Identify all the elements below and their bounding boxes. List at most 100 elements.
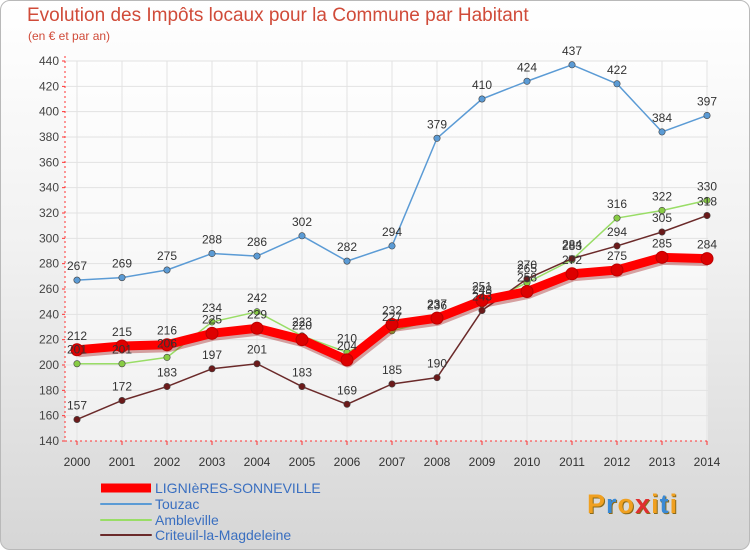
x-tick-label: 2011: [559, 455, 585, 469]
data-label: 201: [67, 343, 87, 357]
data-point: [703, 111, 711, 119]
data-label: 384: [652, 111, 672, 125]
y-tick-label: 280: [39, 257, 59, 271]
data-label: 232: [382, 303, 402, 317]
x-tick-label: 2009: [469, 455, 496, 469]
data-label: 190: [427, 357, 447, 371]
data-point: [613, 214, 621, 222]
data-point: [565, 267, 579, 281]
data-label: 330: [697, 179, 717, 193]
data-label: 220: [292, 319, 312, 333]
data-point: [658, 228, 666, 236]
y-tick-label: 340: [39, 181, 59, 195]
logo-letter: P: [587, 489, 607, 519]
data-label: 322: [652, 189, 672, 203]
data-point: [385, 317, 399, 331]
data-point: [118, 396, 126, 404]
data-label: 424: [517, 60, 537, 74]
data-label: 269: [112, 257, 132, 271]
y-tick-label: 360: [39, 155, 59, 169]
data-point: [208, 365, 216, 373]
data-point: [520, 285, 534, 299]
x-tick-label: 2005: [289, 455, 316, 469]
data-label: 229: [247, 307, 267, 321]
data-point: [118, 360, 126, 368]
data-label: 286: [247, 235, 267, 249]
legend-label: LIGNIèRES-SONNEVILLE: [155, 480, 321, 496]
logo-letter: x: [635, 489, 652, 519]
data-label: 169: [337, 383, 357, 397]
data-point: [703, 212, 711, 220]
data-label: 379: [427, 117, 447, 131]
data-point: [163, 383, 171, 391]
data-label: 284: [562, 238, 582, 252]
y-tick-label: 320: [39, 206, 59, 220]
data-label: 294: [382, 225, 402, 239]
data-point: [703, 196, 711, 204]
data-point: [523, 77, 531, 85]
data-label: 212: [67, 329, 87, 343]
y-tick-label: 400: [39, 105, 59, 119]
data-point: [340, 353, 354, 367]
x-tick-label: 2003: [199, 455, 226, 469]
y-tick-label: 260: [39, 282, 59, 296]
data-label: 282: [337, 240, 357, 254]
chart-title: Evolution des Impôts locaux pour la Comm…: [27, 5, 529, 26]
data-point: [433, 374, 441, 382]
data-point: [208, 250, 216, 258]
data-point: [475, 293, 489, 307]
data-label: 236: [427, 298, 447, 312]
data-label: 267: [67, 259, 87, 273]
data-label: 397: [697, 94, 717, 108]
logo-letter: r: [606, 489, 618, 519]
data-label: 242: [247, 291, 267, 305]
data-label: 206: [157, 336, 177, 350]
data-label: 183: [292, 366, 312, 380]
y-tick-label: 140: [39, 434, 59, 448]
data-point: [160, 338, 174, 352]
data-label: 275: [157, 249, 177, 263]
data-label: 185: [382, 363, 402, 377]
y-tick-label: 200: [39, 358, 59, 372]
data-point: [70, 343, 84, 357]
data-point: [568, 61, 576, 69]
x-tick-label: 2014: [694, 455, 721, 469]
data-label: 275: [607, 249, 627, 263]
y-tick-label: 240: [39, 307, 59, 321]
logo-letter: t: [659, 489, 670, 519]
data-label: 204: [337, 339, 357, 353]
x-tick-label: 2004: [244, 455, 271, 469]
x-tick-label: 2007: [379, 455, 406, 469]
x-tick-label: 2000: [64, 455, 91, 469]
data-label: 305: [652, 211, 672, 225]
data-point: [610, 263, 624, 277]
data-point: [250, 321, 264, 335]
legend-label: Criteuil-la-Magdeleine: [155, 527, 291, 543]
data-label: 258: [517, 271, 537, 285]
data-point: [523, 275, 531, 283]
logo-letter: i: [669, 489, 679, 519]
data-label: 285: [652, 236, 672, 250]
data-label: 201: [112, 343, 132, 357]
data-label: 210: [337, 331, 357, 345]
data-label: 302: [292, 215, 312, 229]
data-point: [658, 206, 666, 214]
data-label: 223: [292, 315, 312, 329]
logo-letter: o: [617, 489, 636, 519]
data-label: 234: [202, 301, 222, 315]
data-point: [73, 276, 81, 284]
y-tick-label: 380: [39, 130, 59, 144]
data-point: [700, 252, 714, 266]
data-point: [73, 360, 81, 368]
data-label: 248: [472, 283, 492, 297]
x-tick-label: 2013: [649, 455, 676, 469]
data-point: [613, 242, 621, 250]
y-tick-label: 300: [39, 231, 59, 245]
data-label: 288: [202, 233, 222, 247]
legend-label: Ambleville: [155, 512, 219, 528]
data-label: 410: [472, 78, 492, 92]
data-label: 422: [607, 63, 627, 77]
data-label: 227: [382, 310, 402, 324]
y-tick-label: 420: [39, 79, 59, 93]
